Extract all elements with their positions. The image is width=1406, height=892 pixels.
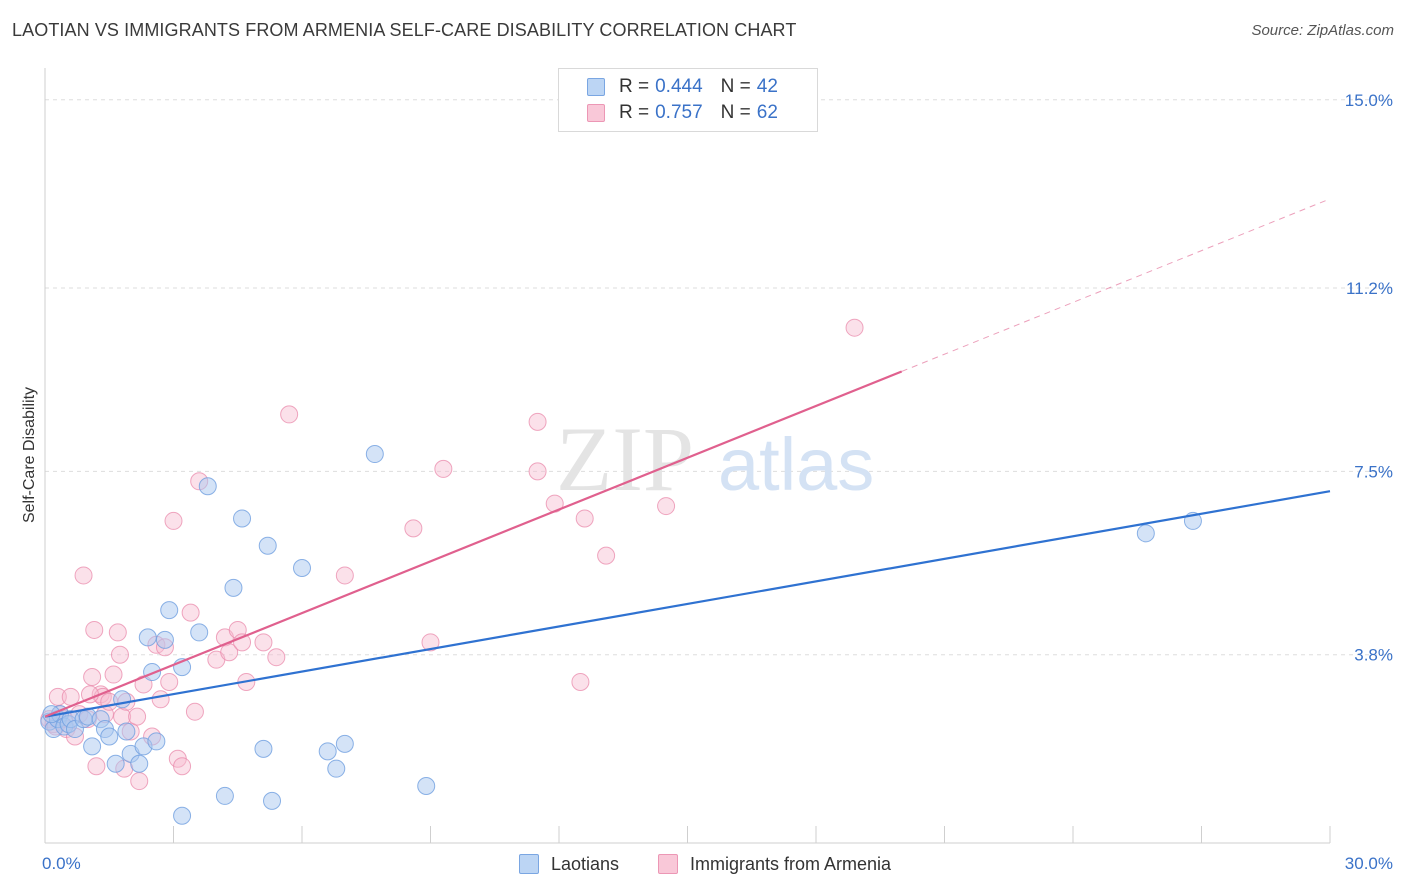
armenia-point [267,648,286,667]
legend-row-laotians: R = 0.444 N = 42 [587,75,778,99]
armenia-point [130,772,149,791]
y-tick-label: 15.0% [1345,91,1393,110]
armenia-point [164,511,183,530]
x-tick-label-min: 0.0% [42,854,81,873]
armenia-point [421,633,440,652]
laotian-point [1136,524,1155,543]
legend-r-label: R = [619,102,650,123]
bottom-legend-swatch-blue [519,854,539,874]
laotian-point [155,630,174,649]
laotian-point [293,559,311,578]
armenia-point [528,462,547,481]
armenia-point [575,509,594,528]
bottom-legend-label-laotians: Laotians [551,853,620,874]
laotian-point [198,477,217,496]
legend-row-armenia: R = 0.757 N = 62 [587,101,778,125]
armenia-point [74,566,93,585]
armenia-point [280,405,299,424]
laotian-point [254,739,273,758]
laotian-point [327,759,346,778]
bottom-legend-label-armenia: Immigrants from Armenia [690,853,892,874]
watermark: ZIP atlas [556,408,874,510]
armenia-point [254,633,273,652]
armenia-trend-line [44,370,903,718]
x-tick-label-max: 30.0% [1345,854,1393,873]
legend-swatch-pink [587,104,605,122]
armenia-point [185,702,204,721]
legend-r-value: 0.444 [655,76,703,97]
armenia-point [108,623,127,642]
laotian-point [138,628,157,647]
watermark-zip: ZIP [556,408,694,510]
y-tick-label: 3.8% [1354,646,1393,665]
series-armenia-points [40,318,864,791]
trend-lines [44,198,1331,718]
armenia-point [173,757,192,776]
laotians-trend-line [44,490,1331,718]
bottom-legend-laotians: Laotians [519,852,619,876]
armenia-point [104,665,123,684]
armenia-point [181,603,200,622]
laotian-point [263,791,282,810]
y-tick-label: 7.5% [1354,462,1393,481]
laotian-point [215,786,234,805]
laotian-point [173,806,192,825]
armenia-point [128,707,147,726]
laotian-point [147,732,166,751]
laotian-point [318,742,337,761]
laotian-point [130,754,149,773]
legend-r-label: R = [619,76,650,97]
tick-labels: 3.8% 7.5% 11.2% 15.0% 0.0% 30.0% [42,91,1393,873]
laotian-point [160,601,179,620]
armenia-point [87,757,106,776]
laotian-point [190,623,209,642]
watermark-atlas: atlas [718,423,874,506]
laotian-point [417,777,436,796]
laotian-point [100,727,119,746]
laotian-point [106,754,125,773]
correlation-legend: R = 0.444 N = 42 R = 0.757 N = 62 [558,68,818,132]
laotian-point [224,578,243,597]
armenia-point [220,643,239,662]
armenia-point [151,690,170,709]
armenia-point [83,668,102,687]
armenia-point [845,318,864,337]
laotian-point [233,509,252,528]
laotian-point [365,445,384,464]
armenia-point [335,566,354,585]
bottom-legend-armenia: Immigrants from Armenia [658,852,891,876]
laotian-point [83,737,102,756]
armenia-point [48,687,67,706]
chart-title: LAOTIAN VS IMMIGRANTS FROM ARMENIA SELF-… [12,20,797,40]
armenia-point [571,672,590,691]
legend-n-label: N = [720,76,751,97]
armenia-point [404,519,423,538]
legend-n-value: 62 [756,102,778,123]
armenia-point [85,620,104,639]
armenia-trend-extension [901,198,1331,372]
armenia-point [160,672,179,691]
source-label: Source: ZipAtlas.com [1251,22,1394,39]
armenia-point [113,707,132,726]
legend-r-value: 0.757 [655,102,703,123]
legend-n-label: N = [720,102,751,123]
gridlines [45,99,1392,656]
armenia-point [434,459,453,478]
armenia-point [110,645,129,664]
armenia-point [528,412,547,431]
laotian-point [335,734,354,753]
laotian-point [258,536,277,555]
y-tick-label: 11.2% [1346,279,1393,298]
armenia-point [597,546,616,565]
laotian-point [117,722,136,741]
bottom-legend-swatch-pink [658,854,678,874]
legend-swatch-blue [587,78,605,96]
legend-n-value: 42 [756,76,778,97]
armenia-point [657,497,676,516]
